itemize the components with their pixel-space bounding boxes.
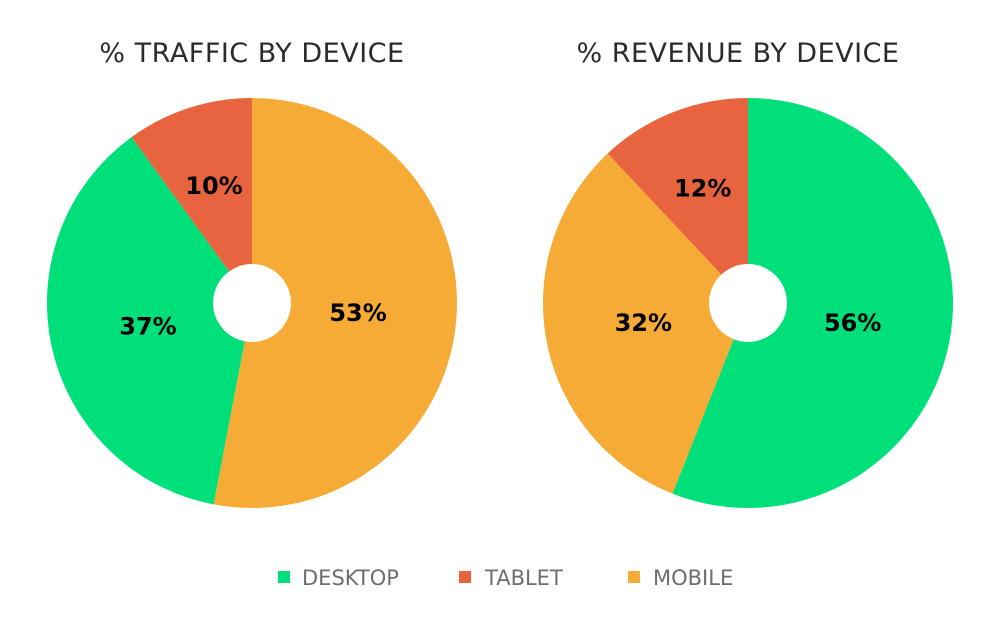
pie-slice-tablet [607,98,748,303]
slice-label-desktop: 37% [119,312,176,340]
legend-swatch-desktop [278,571,290,583]
pie-slice-tablet [131,98,252,303]
pie-slice-mobile [543,153,748,494]
revenue-slices [543,98,954,508]
slice-label-mobile: 53% [329,299,386,327]
revenue-chart-title: % REVENUE BY DEVICE [576,38,899,69]
slice-label-tablet: 12% [674,175,731,203]
pie-slice-desktop [46,137,252,505]
legend-label-mobile: MOBILE [653,566,733,590]
slice-label-tablet: 10% [185,172,242,200]
revenue-slice-labels: 56% 32% 12% [615,175,882,337]
pie-center-hole [709,264,787,342]
legend-label-desktop: DESKTOP [302,566,399,590]
legend-label-tablet: TABLET [484,566,563,590]
traffic-slices [46,98,457,508]
pie-center-hole [213,264,291,342]
legend-swatch-mobile [628,571,640,583]
legend-item-tablet: TABLET [459,566,563,590]
pie-slice-desktop [672,98,954,508]
pie-slice-mobile [213,98,457,508]
revenue-by-device-chart: % REVENUE BY DEVICE 56% 32% 12% [543,38,954,508]
slice-label-mobile: 32% [615,309,672,337]
traffic-chart-title: % TRAFFIC BY DEVICE [99,38,404,69]
legend-swatch-tablet [459,571,471,583]
traffic-by-device-chart: % TRAFFIC BY DEVICE 53% 37% 10% [46,38,457,508]
traffic-slice-labels: 53% 37% 10% [119,172,387,340]
slice-label-desktop: 56% [824,309,881,337]
legend-item-mobile: MOBILE [628,566,733,590]
legend: DESKTOP TABLET MOBILE [278,566,733,590]
legend-item-desktop: DESKTOP [278,566,399,590]
